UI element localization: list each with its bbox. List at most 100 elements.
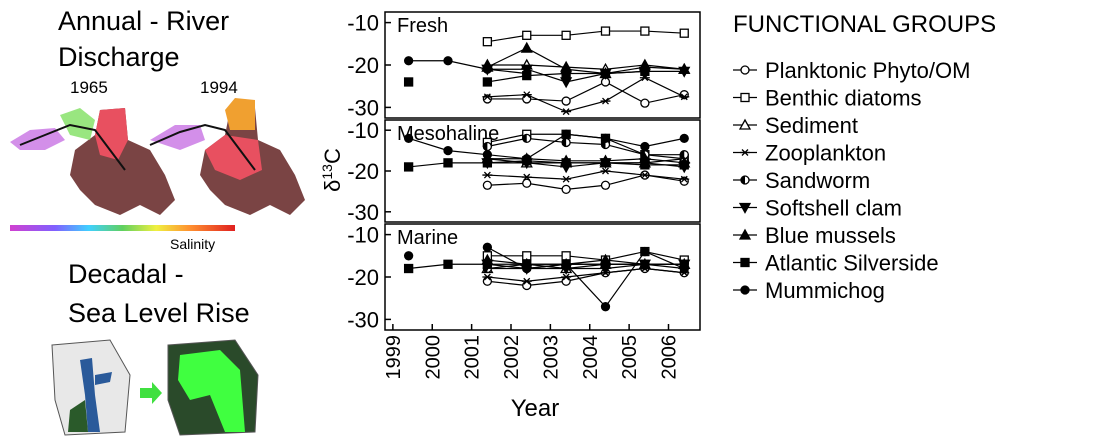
data-point <box>403 162 414 172</box>
data-point <box>561 158 571 168</box>
series-line <box>487 250 685 261</box>
legend-label: Mummichog <box>765 278 885 303</box>
x-axis-label: Year <box>511 395 560 422</box>
marker-shape <box>562 138 567 147</box>
data-point <box>482 158 493 168</box>
series-line <box>487 81 685 104</box>
data-point <box>640 246 650 257</box>
slr-map-after <box>167 339 259 436</box>
marker-shape <box>561 276 571 286</box>
legend-label: Softshell clam <box>765 196 902 221</box>
marker-shape <box>679 160 689 170</box>
series-line <box>487 30 685 43</box>
marker-shape <box>443 158 453 168</box>
data-point <box>679 150 689 160</box>
data-point <box>521 91 532 99</box>
marker-shape <box>740 65 750 75</box>
marker-shape <box>740 285 750 295</box>
series-line <box>408 60 527 75</box>
y-tick-label: -30 <box>347 200 379 225</box>
x-tick-label: 2005 <box>619 335 641 380</box>
marker-shape <box>640 98 650 108</box>
marker-shape <box>678 62 691 74</box>
series-line <box>487 77 685 113</box>
arrow <box>140 382 162 404</box>
panel-title: Mesohaline <box>397 123 499 145</box>
marker-shape <box>403 263 414 274</box>
data-point <box>679 160 689 170</box>
data-point <box>600 167 611 175</box>
map-region <box>150 125 205 150</box>
marker-shape <box>482 171 493 179</box>
legend-title: FUNCTIONAL GROUPS <box>733 11 996 38</box>
x-tick-label: 2004 <box>580 335 602 380</box>
marker-shape <box>522 178 532 188</box>
legend-marker <box>738 202 752 214</box>
legend-label: Benthic diatoms <box>765 86 922 111</box>
marker-shape <box>482 150 493 160</box>
data-point <box>482 93 493 101</box>
marker-shape <box>521 91 532 99</box>
marker-shape <box>600 158 611 168</box>
slr-map-before <box>51 339 131 436</box>
marker-shape <box>482 242 493 252</box>
marker-shape <box>680 150 685 159</box>
y-tick-label: -10 <box>347 11 379 36</box>
data-point <box>640 26 650 36</box>
data-point <box>561 68 571 79</box>
data-point <box>522 263 532 274</box>
marsh <box>68 400 88 432</box>
data-point <box>640 66 650 77</box>
data-point <box>403 56 414 66</box>
marker-shape <box>522 263 532 274</box>
series-line <box>487 246 685 308</box>
y-tick-label: -20 <box>347 53 379 78</box>
marker-shape <box>738 118 752 130</box>
marker-shape <box>522 30 532 40</box>
marker-shape <box>561 129 571 139</box>
data-point <box>520 41 533 53</box>
marker-shape <box>561 273 572 281</box>
panel: Mesohaline -10 -20 -30 <box>347 118 701 225</box>
series-line <box>487 162 685 168</box>
data-point <box>600 133 611 144</box>
marker-shape <box>561 108 572 116</box>
marker-shape <box>443 56 453 66</box>
map-region <box>95 108 128 160</box>
marker-shape <box>561 96 571 106</box>
data-point <box>600 97 611 105</box>
marker-shape <box>521 277 532 285</box>
data-point <box>639 171 650 179</box>
data-point <box>600 259 611 269</box>
marker-shape <box>482 37 493 47</box>
legend-label: Sandworm <box>765 168 870 193</box>
legend-label: Blue mussels <box>765 223 896 248</box>
panel-title: Fresh <box>397 15 448 37</box>
data-point <box>560 77 573 89</box>
marker-shape <box>640 160 650 170</box>
map-region <box>60 108 95 140</box>
data-point <box>561 175 572 183</box>
data-point <box>679 93 690 101</box>
marker-shape <box>522 154 532 164</box>
series-line <box>487 64 685 70</box>
data-point <box>561 273 572 281</box>
legend-marker <box>740 285 750 295</box>
data-point <box>482 141 493 152</box>
data-point <box>443 56 453 66</box>
x-tick-label: 2002 <box>501 335 523 380</box>
marker-shape <box>482 77 493 87</box>
data-point <box>482 276 493 286</box>
marker-shape <box>679 175 690 183</box>
data-point <box>640 160 650 170</box>
data-point <box>640 141 650 152</box>
marker-shape <box>561 259 571 269</box>
marker-shape <box>640 66 650 77</box>
data-point <box>600 180 611 190</box>
data-point <box>679 133 689 144</box>
charts: Fresh-10-20-30Mesohaline-10-20-30Marine-… <box>347 11 701 380</box>
data-point <box>561 259 571 269</box>
marker-shape <box>482 180 493 190</box>
data-point <box>522 178 532 188</box>
